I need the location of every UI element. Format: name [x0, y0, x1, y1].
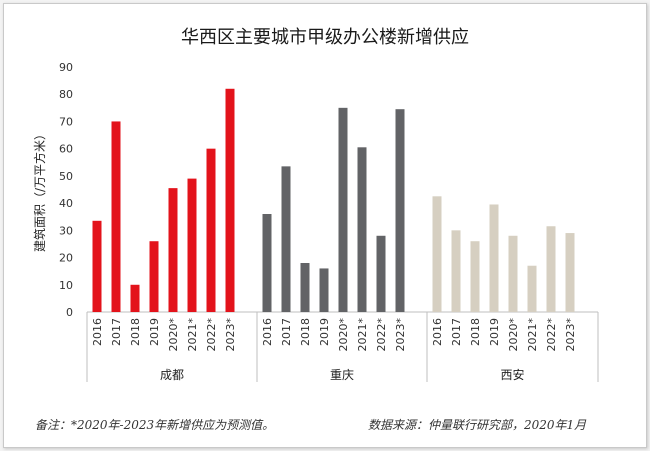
group-label: 成都 [160, 368, 184, 382]
x-tick-label: 2023* [564, 318, 577, 352]
x-tick-label: 2017 [110, 318, 123, 346]
bar [300, 263, 310, 312]
bar [281, 166, 291, 312]
bar [470, 241, 480, 312]
y-tick-label: 90 [59, 61, 73, 74]
x-tick-label: 2022* [545, 318, 558, 352]
x-tick-label: 2021* [186, 318, 199, 352]
x-tick-label: 2021* [356, 318, 369, 352]
bar [489, 204, 499, 312]
y-tick-label: 50 [59, 170, 73, 183]
group-label: 西安 [500, 367, 524, 382]
y-tick-label: 0 [66, 306, 73, 319]
bar [111, 121, 121, 312]
bar [225, 88, 235, 313]
bar [130, 284, 140, 312]
bar [168, 188, 178, 312]
x-tick-label: 2019 [488, 318, 501, 346]
x-tick-label: 2020* [337, 318, 350, 352]
bar [149, 241, 159, 312]
x-tick-label: 2023* [224, 318, 237, 352]
group-label: 重庆 [330, 368, 354, 382]
x-tick-label: 2019 [318, 318, 331, 346]
bar [432, 196, 442, 312]
chart-title: 华西区主要城市甲级办公楼新增供应 [181, 27, 469, 48]
x-tick-label: 2018 [129, 318, 142, 346]
bar [508, 235, 518, 312]
bar [565, 233, 575, 312]
x-tick-label: 2018 [469, 318, 482, 346]
chart-frame [3, 3, 647, 448]
y-tick-label: 70 [59, 115, 73, 128]
y-tick-label: 80 [59, 88, 73, 101]
bar [187, 178, 197, 312]
bar [357, 147, 367, 312]
bar [319, 268, 329, 312]
bar [262, 214, 272, 312]
bar [527, 265, 537, 312]
x-tick-label: 2022* [205, 318, 218, 352]
x-tick-label: 2022* [375, 318, 388, 352]
x-tick-label: 2016 [91, 318, 104, 346]
x-tick-label: 2018 [299, 318, 312, 346]
x-tick-label: 2019 [148, 318, 161, 346]
y-tick-label: 30 [59, 224, 73, 237]
footnote-source: 数据来源：仲量联行研究部，2020年1月 [368, 418, 587, 432]
footnote-note: 备注：*2020年-2023年新增供应为预测值。 [35, 418, 275, 432]
bar [395, 109, 405, 312]
y-tick-label: 20 [59, 252, 73, 265]
x-tick-label: 2016 [431, 318, 444, 346]
bar [92, 220, 102, 312]
x-tick-label: 2020* [167, 318, 180, 352]
y-tick-label: 40 [59, 197, 73, 210]
x-tick-label: 2017 [280, 318, 293, 346]
y-tick-label: 60 [59, 143, 73, 156]
bar [451, 230, 461, 312]
y-tick-label: 10 [59, 279, 73, 292]
x-tick-label: 2016 [261, 318, 274, 346]
x-tick-label: 2017 [450, 318, 463, 346]
x-tick-label: 2023* [394, 318, 407, 352]
y-axis-label: 建筑面积（/万平方米） [32, 128, 47, 252]
bar [546, 226, 556, 312]
bar [376, 235, 386, 312]
bar [338, 107, 348, 312]
x-tick-label: 2021* [526, 318, 539, 352]
bar [206, 148, 216, 312]
x-tick-label: 2020* [507, 318, 520, 352]
